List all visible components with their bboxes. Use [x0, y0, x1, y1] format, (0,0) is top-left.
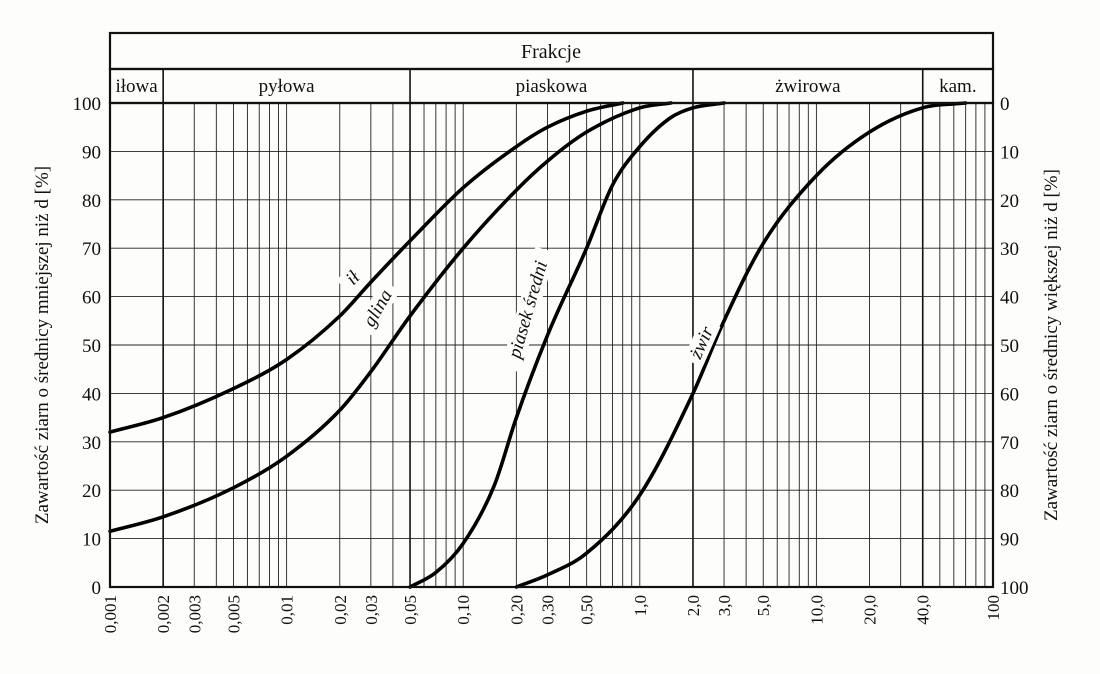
- y-left-tick-label: 30: [82, 433, 101, 454]
- x-tick-label: 10,0: [807, 595, 826, 625]
- header-title: Frakcje: [521, 41, 581, 63]
- y-right-tick-label: 0: [1000, 94, 1010, 115]
- x-tick-label: 5,0: [754, 595, 773, 616]
- fraction-label: żwirowa: [775, 76, 841, 97]
- x-tick-label: 0,005: [224, 595, 243, 633]
- x-tick-labels: 0,001 0,002 0,003 0,005 0,01 0,02 0,03 0,05 0,10…: [101, 595, 1003, 633]
- y-right-tick-label: 10: [1000, 142, 1019, 163]
- y-left-tick-label: 70: [82, 239, 101, 260]
- x-tick-label: 0,10: [454, 595, 473, 625]
- y-axis-left-label: Zawartość ziarn o średnicy mniejszej niż…: [32, 166, 53, 524]
- fraction-label: kam.: [939, 76, 976, 97]
- y-left-tick-label: 90: [82, 142, 101, 163]
- x-tick-label: 0,20: [507, 595, 526, 625]
- y-left-tick-label: 0: [92, 578, 102, 599]
- y-left-tick-label: 10: [82, 530, 101, 551]
- curve-label-group: glina: [355, 280, 401, 337]
- y-right-tick-label: 60: [1000, 384, 1019, 405]
- y-right-tick-label: 30: [1000, 239, 1019, 260]
- y-right-tick-label: 20: [1000, 191, 1019, 212]
- y-right-tick-label: 50: [1000, 336, 1019, 357]
- x-tick-label: 20,0: [861, 595, 880, 625]
- x-tick-label: 0,01: [278, 595, 297, 625]
- y-right-tick-label: 80: [1000, 481, 1019, 502]
- curve-label-background: [683, 318, 721, 368]
- y-left-tick-label: 80: [82, 191, 101, 212]
- x-tick-label: 0,03: [362, 595, 381, 625]
- y-left-tick-label: 50: [82, 336, 101, 357]
- x-tick-label: 0,30: [538, 595, 557, 625]
- fraction-label: iłowa: [115, 76, 158, 97]
- x-tick-label: 0,003: [185, 595, 204, 633]
- horizontal-grid-lines: [110, 150, 993, 540]
- curve-3: [408, 101, 726, 589]
- fraction-label: pyłowa: [259, 76, 316, 97]
- y-right-tick-label: 90: [1000, 530, 1019, 551]
- y-left-tick-label: 20: [82, 481, 101, 502]
- x-tick-label: 3,0: [715, 595, 734, 616]
- y-left-tick-label: 40: [82, 384, 101, 405]
- curve-label: piasek średni: [504, 259, 552, 363]
- major-grid-lines: [162, 69, 924, 587]
- x-tick-label: 2,0: [684, 595, 703, 616]
- x-tick-label: 0,002: [154, 595, 173, 633]
- x-tick-label: 0,02: [331, 595, 350, 625]
- x-tick-label: 0,05: [401, 595, 420, 625]
- y-right-tick-label: 70: [1000, 433, 1019, 454]
- curves-group: [108, 101, 968, 589]
- y-right-tick-label: 100: [1000, 578, 1029, 599]
- y-left-tick-label: 100: [73, 94, 102, 115]
- plot-frame: [108, 101, 995, 589]
- y-left-tick-labels: 0 10 20 30 40 50 60 70 80 90 100: [73, 94, 102, 599]
- fraction-labels-group: iłowa pyłowa piaskowa żwirowa kam.: [115, 76, 976, 97]
- x-tick-label: 0,50: [578, 595, 597, 625]
- y-left-tick-label: 60: [82, 288, 101, 309]
- y-axis-right-label: Zawartość ziarn o średnicy większej niż …: [1041, 169, 1062, 521]
- x-tick-label: 1,0: [631, 595, 650, 616]
- x-tick-label: 40,0: [914, 595, 933, 625]
- x-tick-label: 0,001: [101, 595, 120, 633]
- x-tick-label: 100: [984, 595, 1003, 621]
- curve-label-background: [336, 261, 370, 295]
- curve-4: [514, 101, 968, 589]
- y-right-tick-label: 40: [1000, 288, 1019, 309]
- curve-label-background: [355, 280, 401, 337]
- curve-label-background: [500, 246, 556, 373]
- curve-2: [108, 101, 673, 534]
- curve-1: [108, 101, 625, 434]
- curve-label-group: ił: [336, 261, 370, 295]
- fraction-label: piaskowa: [516, 76, 588, 97]
